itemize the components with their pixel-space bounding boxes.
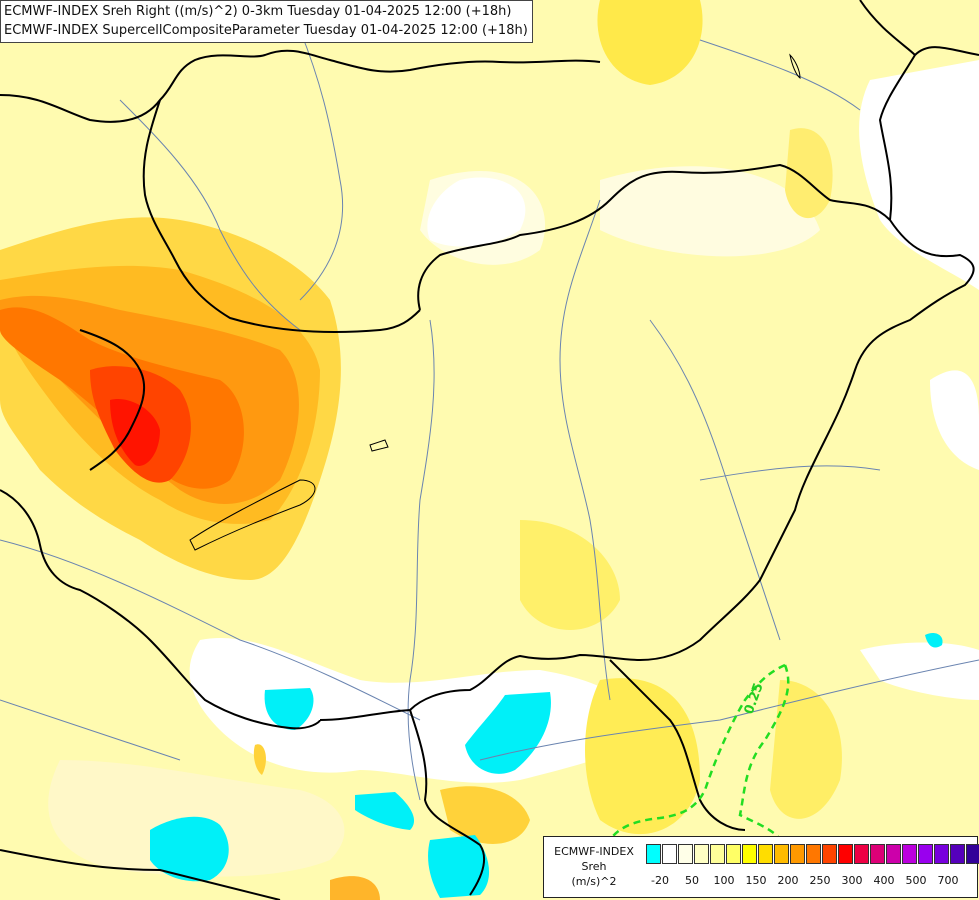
legend-swatch [870, 844, 885, 864]
map-title-box: ECMWF-INDEX Sreh Right ((m/s)^2) 0-3km T… [0, 0, 533, 43]
legend-label-line-3: (m/s)^2 [571, 875, 617, 888]
legend-swatch [646, 844, 661, 864]
legend-swatch [678, 844, 693, 864]
legend-swatch [966, 844, 979, 864]
legend-swatch [918, 844, 933, 864]
legend-swatch [838, 844, 853, 864]
legend-ticks: -20 50 100 150 200 250 300 400 500 700 [646, 874, 976, 888]
legend-tick-label: 400 [873, 874, 895, 887]
legend-swatch [726, 844, 741, 864]
legend-tick-label: 500 [905, 874, 927, 887]
legend-swatch [742, 844, 757, 864]
legend-tick-label: 250 [809, 874, 831, 887]
legend-swatch [886, 844, 901, 864]
legend-swatch [790, 844, 805, 864]
legend-swatch [710, 844, 725, 864]
legend-label-line-2: Sreh [581, 860, 607, 873]
legend-tick-label: 300 [841, 874, 863, 887]
title-line-1: ECMWF-INDEX Sreh Right ((m/s)^2) 0-3km T… [4, 4, 512, 19]
legend-label-line-1: ECMWF-INDEX [554, 845, 634, 858]
legend-swatch [854, 844, 869, 864]
legend-tick-label: 150 [745, 874, 767, 887]
legend-swatch [902, 844, 917, 864]
title-line-2: ECMWF-INDEX SupercellCompositeParameter … [4, 23, 528, 38]
legend-label: ECMWF-INDEX Sreh (m/s)^2 [544, 844, 644, 889]
legend-swatch [934, 844, 949, 864]
lakes [189, 53, 801, 551]
legend-tick-label: 100 [713, 874, 735, 887]
legend-swatch [950, 844, 965, 864]
legend-swatches [646, 844, 979, 864]
legend-tick-label: -20 [651, 874, 669, 887]
legend-swatch [758, 844, 773, 864]
legend-swatch [806, 844, 821, 864]
scp-contour [608, 663, 790, 846]
color-legend: ECMWF-INDEX Sreh (m/s)^2 -20 50 100 150 200 2… [543, 836, 979, 898]
legend-swatch [774, 844, 789, 864]
legend-tick-label: 200 [777, 874, 799, 887]
legend-swatch [822, 844, 837, 864]
legend-swatch [694, 844, 709, 864]
legend-swatch [662, 844, 677, 864]
legend-tick-label: 700 [937, 874, 959, 887]
legend-tick-label: 50 [685, 874, 699, 887]
rivers [0, 29, 979, 801]
